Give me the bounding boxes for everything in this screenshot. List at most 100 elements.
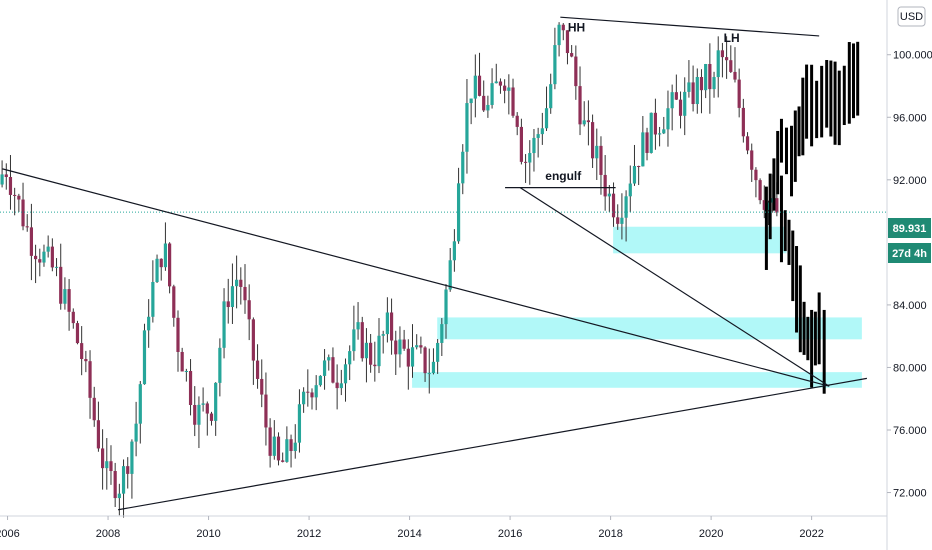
candle-body — [607, 193, 611, 197]
candle-body — [314, 385, 318, 398]
projection-bar — [847, 42, 851, 124]
candle-body — [29, 227, 34, 256]
candle-body — [406, 348, 410, 367]
projection-bar — [837, 70, 841, 146]
candle-body — [222, 301, 226, 348]
candle-body — [155, 258, 159, 283]
candle-body — [683, 91, 687, 116]
candle-body — [21, 199, 25, 227]
x-tick-label: 2022 — [799, 528, 823, 540]
candle-body — [356, 322, 360, 330]
candle-body — [113, 471, 117, 499]
y-tick-label: 80.000 — [893, 362, 927, 374]
candle-body — [616, 217, 620, 224]
projection-drop-bar — [795, 246, 799, 333]
candle-body — [582, 120, 586, 125]
candle-body — [272, 436, 276, 456]
candle-body — [712, 77, 716, 90]
candle-body — [482, 95, 486, 111]
projection-bar — [784, 127, 788, 175]
candle-body — [561, 24, 565, 31]
candle-body — [188, 371, 193, 406]
candle-body — [670, 92, 674, 109]
candle-body — [444, 289, 448, 325]
candle-body — [691, 82, 695, 105]
candle-body — [348, 351, 352, 365]
candle-body — [511, 87, 515, 116]
last-price-badge: 89.931 — [888, 218, 931, 238]
candle-body — [427, 373, 431, 375]
candle-body — [134, 423, 138, 442]
candle-body — [8, 177, 13, 195]
projection-drop-bar — [806, 316, 810, 361]
candle-body — [38, 259, 42, 263]
candle-body — [201, 403, 205, 405]
projection-bar — [772, 158, 776, 211]
trend-line-3 — [560, 16, 820, 37]
candle-body — [704, 64, 708, 91]
candle-body — [193, 405, 197, 425]
projection-bar — [779, 118, 783, 163]
projection-drop-bar — [791, 230, 795, 302]
candle-body — [678, 99, 683, 116]
candle-body — [335, 382, 339, 389]
candle-body — [310, 392, 314, 398]
candle-body — [230, 286, 235, 308]
candle-body — [33, 255, 38, 260]
projection-drop-bar — [817, 292, 821, 365]
candle-body — [536, 134, 540, 138]
zone-1 — [613, 226, 787, 254]
candle-body — [754, 169, 758, 181]
currency-badge[interactable]: USD — [897, 6, 926, 27]
projection-drop-bar — [802, 301, 806, 355]
candle-body — [674, 92, 678, 100]
candle-body — [653, 112, 658, 135]
candle-body — [214, 382, 218, 421]
candle-body — [637, 166, 641, 168]
projection-bar — [805, 64, 809, 139]
candle-body — [553, 45, 557, 85]
x-tick-label: 2012 — [297, 528, 321, 540]
candle-body — [385, 312, 389, 335]
candle-body — [503, 85, 507, 91]
candle-body — [42, 251, 46, 263]
trend-lines — [2, 16, 868, 511]
candle-body — [486, 104, 490, 111]
projection-bar — [764, 186, 768, 270]
projection-drop-bar — [810, 309, 814, 388]
candle-body — [268, 427, 272, 456]
projection-bar — [833, 61, 837, 145]
y-tick-label: 76.000 — [893, 425, 927, 437]
candle-body — [105, 461, 109, 469]
candle-body — [720, 50, 725, 58]
candle-body — [218, 347, 222, 383]
candle-body — [109, 461, 113, 472]
y-tick-label: 72.000 — [893, 488, 927, 500]
candle-body — [381, 334, 385, 336]
candle-body — [570, 53, 574, 57]
candle-body — [168, 243, 172, 287]
candle-body — [126, 466, 130, 474]
candle-body — [260, 378, 264, 395]
candle-body — [352, 329, 356, 352]
candle-body — [302, 391, 306, 405]
candle-body — [197, 404, 201, 425]
candle-body — [147, 316, 151, 331]
candle-body — [281, 460, 285, 462]
annotation-hh: HH — [568, 20, 585, 34]
last-price-value: 89.931 — [893, 223, 927, 235]
candle-body — [574, 56, 578, 87]
candle-body — [377, 335, 381, 367]
candle-body — [322, 360, 327, 376]
candle-body — [59, 266, 63, 304]
candle-body — [4, 174, 8, 178]
candle-body — [603, 174, 607, 197]
projection-bars — [764, 41, 860, 394]
candle-body — [205, 403, 209, 414]
candle-body — [13, 194, 17, 196]
candle-body — [235, 279, 239, 287]
candle-body — [360, 322, 364, 359]
y-axis-ticks: 72.000 76.000 80.000 84.000 92.000 96.000 100.… — [887, 50, 932, 500]
